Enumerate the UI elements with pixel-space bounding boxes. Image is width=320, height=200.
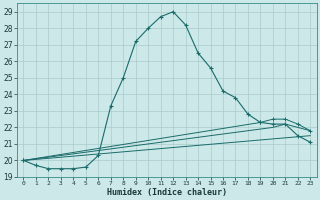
X-axis label: Humidex (Indice chaleur): Humidex (Indice chaleur)	[107, 188, 227, 197]
